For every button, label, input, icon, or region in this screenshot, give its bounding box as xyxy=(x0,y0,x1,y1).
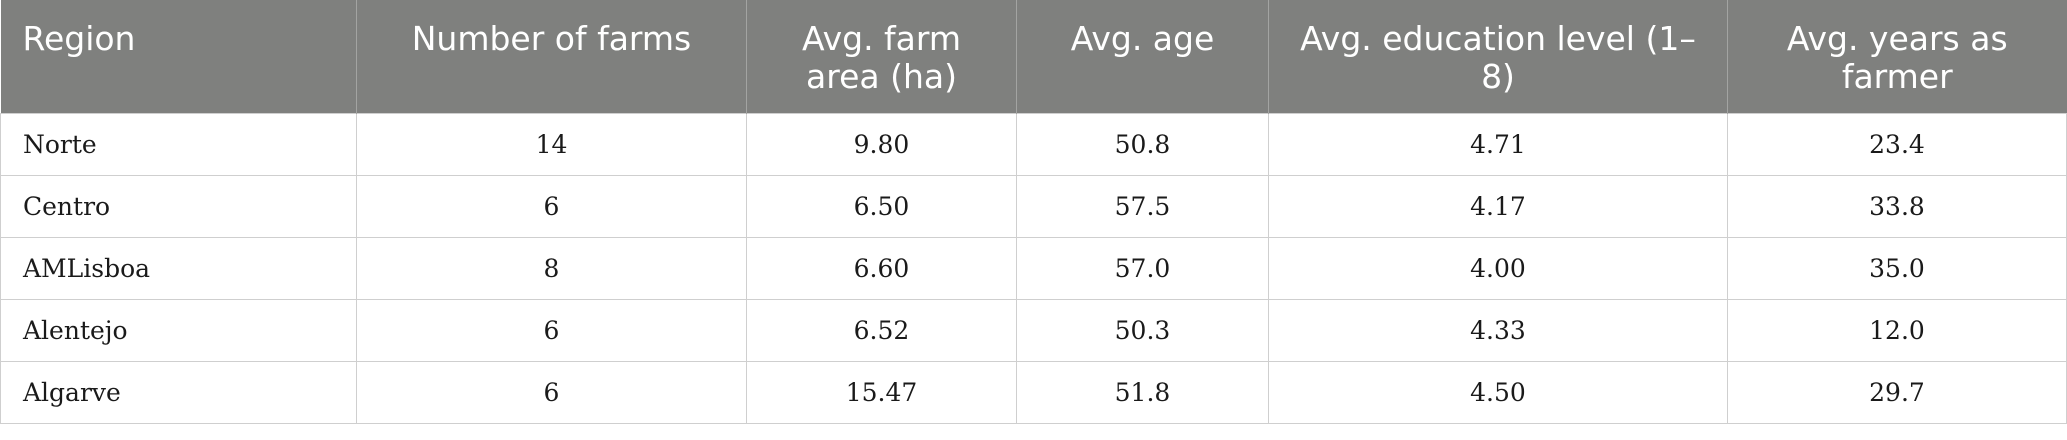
data-table-container: Region Number of farms Avg. farm area (h… xyxy=(0,0,2067,424)
cell-avg-farm-area: 6.52 xyxy=(746,298,1017,362)
cell-region: Norte xyxy=(0,112,357,176)
cell-region: AMLisboa xyxy=(0,236,357,300)
cell-avg-years-as-farmer: 35.0 xyxy=(1727,236,2067,300)
cell-region: Alentejo xyxy=(0,298,357,362)
cell-avg-years-as-farmer: 33.8 xyxy=(1727,174,2067,238)
table-row: Algarve 6 15.47 51.8 4.50 29.7 xyxy=(0,360,2067,424)
header-avg-years-as-farmer: Avg. years as farmer xyxy=(1727,0,2067,113)
table-row: Centro 6 6.50 57.5 4.17 33.8 xyxy=(0,174,2067,238)
header-region: Region xyxy=(0,0,357,113)
cell-avg-farm-area: 6.60 xyxy=(746,236,1017,300)
header-avg-farm-area: Avg. farm area (ha) xyxy=(746,0,1017,113)
table-row: AMLisboa 8 6.60 57.0 4.00 35.0 xyxy=(0,236,2067,300)
header-avg-age: Avg. age xyxy=(1016,0,1269,113)
table-row: Norte 14 9.80 50.8 4.71 23.4 xyxy=(0,112,2067,176)
header-row: Region Number of farms Avg. farm area (h… xyxy=(0,0,2067,113)
cell-avg-education-level: 4.33 xyxy=(1268,298,1728,362)
cell-avg-years-as-farmer: 23.4 xyxy=(1727,112,2067,176)
cell-avg-farm-area: 6.50 xyxy=(746,174,1017,238)
cell-number-of-farms: 6 xyxy=(356,174,747,238)
cell-number-of-farms: 14 xyxy=(356,112,747,176)
farm-statistics-table: Region Number of farms Avg. farm area (h… xyxy=(0,0,2067,424)
table-header: Region Number of farms Avg. farm area (h… xyxy=(0,0,2067,113)
cell-avg-education-level: 4.50 xyxy=(1268,360,1728,424)
cell-avg-education-level: 4.17 xyxy=(1268,174,1728,238)
cell-avg-age: 50.8 xyxy=(1016,112,1269,176)
cell-avg-education-level: 4.00 xyxy=(1268,236,1728,300)
cell-number-of-farms: 8 xyxy=(356,236,747,300)
cell-avg-education-level: 4.71 xyxy=(1268,112,1728,176)
cell-avg-age: 57.5 xyxy=(1016,174,1269,238)
cell-region: Algarve xyxy=(0,360,357,424)
cell-region: Centro xyxy=(0,174,357,238)
cell-avg-years-as-farmer: 12.0 xyxy=(1727,298,2067,362)
cell-avg-age: 57.0 xyxy=(1016,236,1269,300)
header-number-of-farms: Number of farms xyxy=(356,0,747,113)
cell-number-of-farms: 6 xyxy=(356,360,747,424)
header-avg-education-level: Avg. education level (1–8) xyxy=(1268,0,1728,113)
table-body: Norte 14 9.80 50.8 4.71 23.4 Centro 6 6.… xyxy=(0,112,2067,424)
cell-avg-years-as-farmer: 29.7 xyxy=(1727,360,2067,424)
table-row: Alentejo 6 6.52 50.3 4.33 12.0 xyxy=(0,298,2067,362)
cell-avg-farm-area: 9.80 xyxy=(746,112,1017,176)
cell-avg-age: 50.3 xyxy=(1016,298,1269,362)
cell-number-of-farms: 6 xyxy=(356,298,747,362)
cell-avg-farm-area: 15.47 xyxy=(746,360,1017,424)
cell-avg-age: 51.8 xyxy=(1016,360,1269,424)
